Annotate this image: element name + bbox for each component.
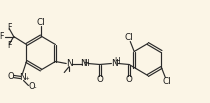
Text: F: F bbox=[7, 23, 12, 32]
Text: F: F bbox=[7, 41, 12, 50]
Text: +: + bbox=[24, 75, 29, 81]
Text: O: O bbox=[28, 82, 35, 91]
Text: N: N bbox=[81, 59, 87, 68]
Text: Cl: Cl bbox=[162, 77, 171, 86]
Text: N: N bbox=[19, 73, 26, 82]
Text: -: - bbox=[34, 84, 37, 91]
Text: H: H bbox=[114, 57, 120, 67]
Text: O: O bbox=[96, 75, 103, 84]
Text: O: O bbox=[126, 75, 133, 84]
Text: Cl: Cl bbox=[37, 18, 45, 26]
Text: O: O bbox=[7, 72, 14, 81]
Text: N: N bbox=[66, 59, 72, 68]
Text: Cl: Cl bbox=[125, 33, 134, 42]
Text: N: N bbox=[111, 59, 118, 68]
Text: F: F bbox=[0, 32, 4, 41]
Text: H: H bbox=[83, 59, 89, 67]
